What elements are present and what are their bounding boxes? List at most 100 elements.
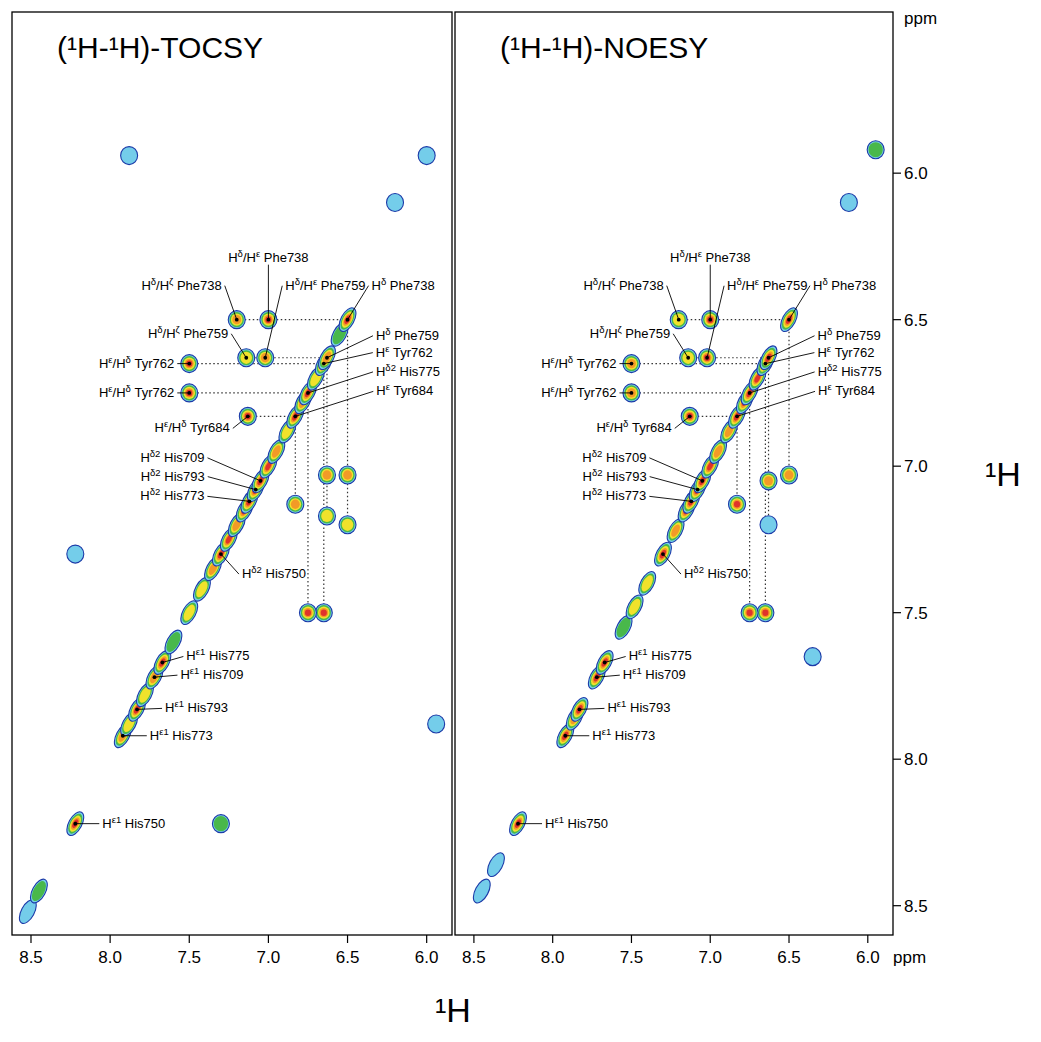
peak-label: Hε1 His793 [165, 698, 228, 715]
diagonal-peak [470, 877, 494, 906]
contour-level [321, 469, 333, 481]
peak-dot [696, 488, 700, 492]
x-tick [788, 935, 789, 943]
text-part: H [583, 469, 592, 484]
peak-label: Hδ/Hζ Phe759 [590, 324, 670, 341]
x-tick [552, 935, 553, 943]
text-part: /H [156, 278, 169, 293]
contour-level [228, 311, 245, 329]
y-tick-label: 8.0 [904, 750, 928, 769]
text-part: H [376, 345, 385, 360]
peak-dot [246, 414, 250, 418]
text-part: H [727, 278, 736, 293]
contour-level [760, 348, 776, 368]
text-part: Phe738 [260, 250, 308, 265]
contour-level [418, 147, 435, 165]
plot-frame [455, 12, 893, 935]
contour-level [287, 495, 304, 513]
peak-label: Hε/Hδ Tyr762 [541, 383, 616, 400]
text-part: His773 [169, 728, 213, 743]
contour-level [339, 310, 355, 330]
superscript: ε1 [196, 646, 206, 657]
peak-label: Hε1 His773 [150, 726, 213, 743]
contour-level [760, 516, 777, 534]
contour-level [290, 498, 302, 510]
plot-area [470, 141, 884, 906]
superscript: δ2 [385, 362, 396, 373]
y-tick-label: 6.5 [904, 311, 928, 330]
contour-level [869, 142, 883, 157]
panel-0: 8.58.07.57.06.56.0¹H(¹H-¹H)-TOCSYHδ/Hζ P… [12, 12, 471, 1029]
leader-line [295, 391, 373, 416]
text-part: H [592, 728, 601, 743]
contour-level [270, 444, 282, 459]
peak-label: Hδ2 His750 [242, 564, 306, 581]
y-tick-label: 7.5 [904, 604, 928, 623]
peak-dot [689, 499, 693, 503]
contour-level [672, 312, 686, 327]
contour-level [323, 470, 332, 479]
peak-label: Hε/Hδ Tyr684 [155, 418, 230, 435]
text-part: Phe759 [180, 326, 228, 341]
diagonal-peak [162, 627, 186, 656]
peak-label: Hε/Hδ Tyr762 [99, 354, 174, 371]
peak-label: Hδ Phe738 [813, 276, 876, 293]
contour-level [651, 540, 675, 569]
cross-peak [257, 349, 274, 367]
leader-line [765, 353, 814, 364]
leader-line [231, 334, 246, 358]
superscript: ε1 [602, 726, 612, 737]
peak-label: Hδ2 His775 [818, 362, 882, 379]
x-unit: ppm [893, 948, 926, 967]
contour-level [258, 478, 263, 484]
peak-dot [187, 391, 191, 395]
superscript: δ2 [693, 564, 704, 575]
contour-level [681, 407, 698, 425]
text-part: His775 [838, 364, 882, 379]
text-part: /H [113, 356, 126, 371]
peak-dot [219, 552, 223, 556]
contour-level [318, 607, 330, 619]
contour-level [230, 312, 244, 327]
plot-background [12, 12, 452, 935]
contour-level [238, 349, 255, 367]
peak-label: Hδ2 His773 [582, 486, 646, 503]
cross-peak [699, 349, 716, 367]
diagonal-peak [484, 850, 508, 879]
contour-level [757, 343, 781, 372]
peak-label: Hδ2 His709 [140, 448, 204, 465]
contour-level [600, 657, 609, 667]
peak-label: Hδ2 His750 [684, 564, 748, 581]
assignment-line [631, 363, 765, 364]
contour-level [320, 508, 334, 523]
peak-label: Hδ2 His773 [140, 486, 204, 503]
contour-level [240, 352, 252, 364]
leader-line [650, 477, 698, 490]
y-tick [893, 319, 901, 320]
contour-level [682, 352, 694, 364]
contour-level [747, 609, 753, 615]
text-part: His773 [611, 728, 655, 743]
peak-dot [135, 707, 139, 711]
text-part: /H [742, 278, 755, 293]
x-tick-label: 8.5 [19, 948, 43, 967]
peak-dot [603, 661, 607, 665]
peak-dot [293, 414, 297, 418]
contour-level [783, 312, 795, 327]
text-part: H [607, 700, 616, 715]
peak-label: Hδ2 His709 [582, 448, 646, 465]
contour-level [315, 604, 332, 622]
assignment-line [237, 319, 348, 320]
contour-level [759, 346, 779, 370]
contour-level [318, 466, 335, 484]
y-tick-label: 8.5 [904, 897, 928, 916]
leader-line [663, 554, 681, 574]
contour-level [243, 412, 252, 421]
superscript: δ2 [592, 467, 603, 478]
cross-peak [757, 604, 774, 622]
contour-level [343, 470, 352, 479]
x-tick [189, 935, 190, 943]
text-part: Tyr762 [389, 345, 432, 360]
leader-line [268, 265, 269, 320]
cross-peak [339, 516, 356, 534]
